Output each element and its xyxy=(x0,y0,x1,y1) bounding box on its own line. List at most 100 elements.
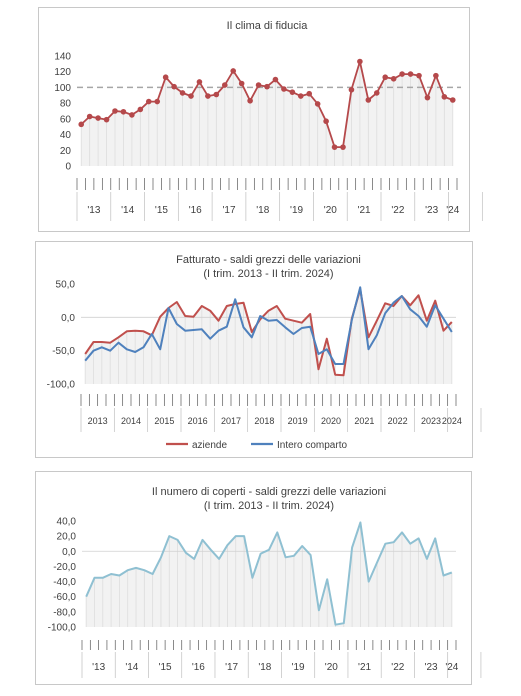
year-label: '24 xyxy=(446,205,459,216)
data-point xyxy=(171,83,177,90)
y-tick-label: 60 xyxy=(60,114,72,125)
year-label: '21 xyxy=(358,662,371,673)
legend-label: Intero comparto xyxy=(277,440,347,451)
year-label: 2021 xyxy=(354,416,374,426)
chart-title: Il clima di fiducia xyxy=(227,20,309,32)
y-tick-label: 20 xyxy=(60,146,72,157)
chart-panel-coperti: Il numero di coperti - saldi grezzi dell… xyxy=(35,471,482,685)
chart-subtitle: (I trim. 2013 - II trim. 2024) xyxy=(204,500,334,512)
series-line-1 xyxy=(84,286,453,365)
year-label: '14 xyxy=(121,205,134,216)
year-label: '23 xyxy=(425,662,438,673)
data-point xyxy=(112,108,118,114)
data-point xyxy=(314,101,321,107)
y-tick-label: -40,0 xyxy=(53,577,76,588)
data-point xyxy=(264,83,270,90)
year-label: '16 xyxy=(189,205,202,216)
data-point xyxy=(120,108,127,115)
y-tick-label: 100 xyxy=(54,83,71,94)
data-point xyxy=(306,90,313,97)
data-point xyxy=(340,144,346,150)
y-tick-label: 120 xyxy=(54,67,71,78)
data-point xyxy=(137,106,144,113)
year-label: 2020 xyxy=(321,416,341,426)
y-tick-label: -80,0 xyxy=(53,607,76,618)
year-label: '22 xyxy=(391,205,404,216)
year-label: '17 xyxy=(222,205,235,216)
data-point xyxy=(95,115,101,121)
data-point xyxy=(407,71,414,77)
y-tick-label: -100,0 xyxy=(48,623,77,634)
year-label: 2015 xyxy=(154,416,174,426)
y-tick-label: 50,0 xyxy=(56,280,76,291)
data-point xyxy=(449,97,456,103)
year-label: 2014 xyxy=(121,416,141,426)
year-label: '23 xyxy=(425,205,438,216)
data-point xyxy=(297,93,304,99)
data-point xyxy=(323,118,329,125)
chart-title: Fatturato - saldi grezzi delle variazion… xyxy=(176,254,361,266)
y-tick-label: 0 xyxy=(65,162,71,173)
y-tick-label: 20,0 xyxy=(57,532,77,543)
data-point xyxy=(154,98,161,105)
data-point xyxy=(179,90,186,96)
data-point xyxy=(399,71,405,77)
year-label: '18 xyxy=(258,662,271,673)
data-point xyxy=(221,82,228,88)
data-point xyxy=(196,79,203,85)
fatturato-chart: Fatturato - saldi grezzi delle variazion… xyxy=(47,254,482,451)
year-label: '22 xyxy=(391,662,404,673)
year-label: '17 xyxy=(225,662,238,673)
year-label: '20 xyxy=(325,662,338,673)
data-point xyxy=(129,112,135,118)
data-point xyxy=(441,94,448,100)
year-label: 2017 xyxy=(221,416,241,426)
y-tick-label: 40,0 xyxy=(57,517,77,528)
data-point xyxy=(78,121,85,128)
y-tick-label: 0,0 xyxy=(62,547,76,558)
data-point xyxy=(103,116,110,123)
y-tick-label: -50,0 xyxy=(52,346,75,357)
data-point xyxy=(230,68,237,74)
data-point xyxy=(289,89,296,95)
data-point xyxy=(281,86,287,92)
data-point xyxy=(238,80,245,87)
chart-panel-fatturato: Fatturato - saldi grezzi delle variazion… xyxy=(35,241,482,458)
data-point xyxy=(390,75,397,82)
legend-label: aziende xyxy=(192,440,227,451)
year-label: 2018 xyxy=(254,416,274,426)
data-point xyxy=(382,74,389,81)
year-label: '13 xyxy=(92,662,105,673)
year-label: 2022 xyxy=(388,416,408,426)
data-point xyxy=(272,76,279,83)
data-point xyxy=(247,97,253,104)
year-label: 2023 xyxy=(421,416,441,426)
year-label: '24 xyxy=(445,662,458,673)
data-point xyxy=(433,72,439,79)
data-point xyxy=(357,58,363,65)
year-label: '19 xyxy=(292,662,305,673)
data-point xyxy=(416,72,422,79)
data-point xyxy=(213,91,220,98)
chart-subtitle: (I trim. 2013 - II trim. 2024) xyxy=(203,268,333,280)
year-label: 2013 xyxy=(88,416,108,426)
year-label: '16 xyxy=(192,662,205,673)
year-label: '13 xyxy=(87,205,100,216)
chart-panel-fiducia: Il clima di fiducia 0 20 40 60 80 100 120 140 '13… xyxy=(38,7,483,232)
y-tick-label: 0,0 xyxy=(61,313,75,324)
year-label: '18 xyxy=(256,205,269,216)
data-point xyxy=(255,82,262,88)
y-tick-label: 40 xyxy=(60,130,72,141)
year-label: '19 xyxy=(290,205,303,216)
fiducia-chart: Il clima di fiducia 0 20 40 60 80 100 120 140 '13… xyxy=(54,20,483,221)
y-tick-label: 140 xyxy=(54,52,71,63)
data-point xyxy=(162,74,169,81)
year-label: '15 xyxy=(159,662,172,673)
coperti-chart: Il numero di coperti - saldi grezzi dell… xyxy=(48,486,482,678)
data-point xyxy=(205,93,211,99)
y-tick-label: -100,0 xyxy=(47,380,76,391)
data-point xyxy=(331,144,338,150)
data-point xyxy=(86,113,93,120)
data-point xyxy=(188,93,194,99)
series-line-0 xyxy=(85,521,453,626)
